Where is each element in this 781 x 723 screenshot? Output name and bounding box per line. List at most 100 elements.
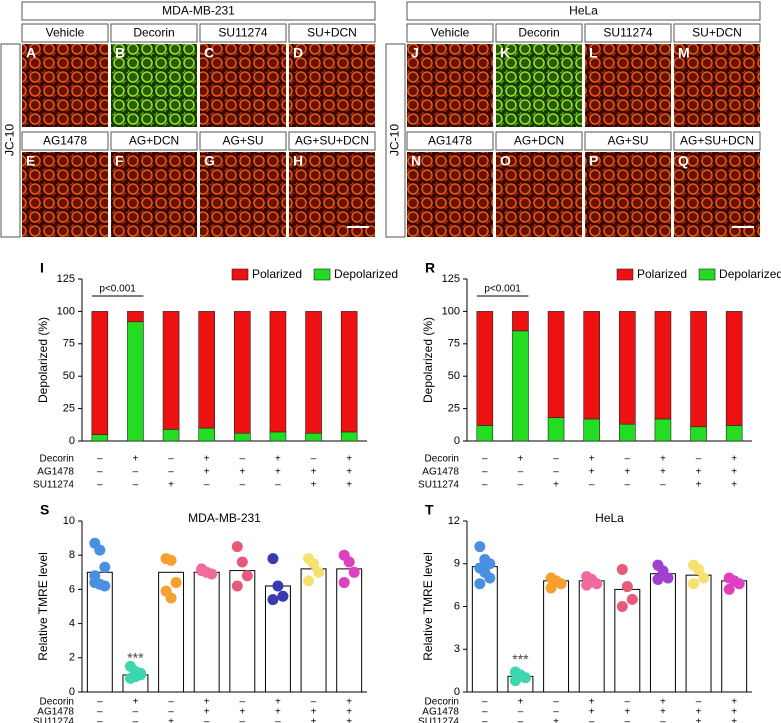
bar (336, 568, 363, 693)
treatment-sign: + (696, 717, 702, 723)
side-box (0, 43, 21, 238)
bar (685, 574, 712, 693)
treatment-sign: + (239, 707, 245, 718)
treatment-name: AG1478 (422, 467, 459, 478)
treatment-sign: – (133, 480, 139, 491)
data-point (338, 577, 350, 589)
panel-letter: C (204, 45, 214, 61)
treatment-sign: + (346, 480, 352, 491)
data-point (231, 541, 243, 553)
panel-label-box (406, 23, 494, 43)
data-point (277, 590, 289, 602)
micrograph (22, 152, 108, 237)
treatment-sign: + (553, 717, 559, 723)
treatment-sign: + (589, 697, 595, 708)
treatment-sign: + (311, 467, 317, 478)
treatment-sign: + (275, 707, 281, 718)
treatment-name: SU11274 (418, 480, 459, 491)
treatment-sign: + (133, 697, 139, 708)
data-point (308, 558, 320, 570)
y-axis-label: Depolarized (%) (36, 317, 50, 403)
micrograph (407, 44, 493, 127)
panel-label-box (288, 131, 376, 151)
treatment-sign: + (731, 480, 737, 491)
treatment-name: AG1478 (422, 707, 459, 718)
data-point (206, 568, 218, 580)
treatment-sign: – (589, 717, 595, 723)
treatment-sign: + (624, 467, 630, 478)
y-tick-label: 2 (69, 652, 75, 664)
bar-segment (340, 431, 358, 442)
data-point (621, 581, 633, 593)
data-point (591, 578, 603, 590)
bar (721, 580, 748, 693)
treatment-sign: – (168, 697, 174, 708)
treatment-sign: + (311, 480, 317, 491)
treatment-sign: + (311, 717, 317, 723)
legend-label: Depolarized (334, 267, 398, 281)
treatment-sign: – (133, 467, 139, 478)
treatment-name: AG1478 (37, 467, 74, 478)
treatment-sign: – (482, 717, 488, 723)
bar-segment (725, 311, 743, 426)
panel-letter: R (425, 260, 435, 276)
treatment-sign: + (589, 467, 595, 478)
bar-segment (234, 432, 251, 442)
treatment-sign: + (133, 454, 139, 465)
y-tick-label: 25 (448, 403, 460, 415)
treatment-sign: + (696, 480, 702, 491)
panel-label: AG+SU (222, 134, 263, 148)
treatment-sign: – (240, 454, 246, 465)
data-point (236, 556, 248, 568)
y-tick-label: 50 (63, 370, 75, 382)
panel-label-box (406, 131, 494, 151)
panel-letter: H (293, 153, 303, 169)
data-point (581, 579, 593, 591)
y-tick-label: 6 (454, 600, 460, 612)
micrograph (200, 44, 286, 127)
bar (86, 571, 113, 693)
treatment-sign: – (660, 480, 666, 491)
panel-label: AG+SU+DCN (295, 134, 369, 148)
panel-label: AG1478 (428, 134, 472, 148)
treatment-sign: – (275, 717, 281, 723)
treatment-name: AG1478 (37, 707, 74, 718)
treatment-sign: + (204, 454, 210, 465)
treatment-name: SU11274 (418, 717, 459, 723)
treatment-sign: + (346, 454, 352, 465)
bar (543, 580, 570, 693)
panel-letter: T (425, 502, 434, 518)
panel-label-box (21, 131, 109, 151)
panel-label-box (288, 23, 376, 43)
panel-label-box (199, 131, 287, 151)
treatment-sign: + (168, 480, 174, 491)
micrograph (111, 44, 197, 127)
bar-segment (619, 423, 636, 442)
data-point (99, 580, 111, 592)
treatment-sign: + (275, 467, 281, 478)
treatment-sign: – (518, 707, 524, 718)
panel-letter: S (40, 502, 49, 518)
data-point (348, 566, 360, 578)
bar-segment (690, 311, 707, 428)
data-point (94, 544, 106, 556)
treatment-sign: – (696, 454, 702, 465)
treatment-sign: + (311, 707, 317, 718)
y-axis-label: Depolarized (%) (421, 317, 435, 403)
bar-segment (476, 311, 494, 426)
bar (578, 580, 605, 693)
panel-label: AG1478 (43, 134, 87, 148)
treatment-name: SU11274 (33, 717, 74, 723)
data-point (165, 592, 177, 604)
bar-segment (269, 431, 287, 442)
treatment-sign: – (240, 697, 246, 708)
panel-letter: K (500, 45, 510, 61)
y-tick-label: 3 (454, 643, 460, 655)
micrograph (585, 44, 671, 127)
side-label: JC-10 (388, 124, 402, 156)
bar-segment (340, 311, 358, 433)
treatment-name: Decorin (40, 454, 74, 465)
data-point (545, 582, 557, 594)
y-tick-label: 0 (69, 435, 75, 447)
